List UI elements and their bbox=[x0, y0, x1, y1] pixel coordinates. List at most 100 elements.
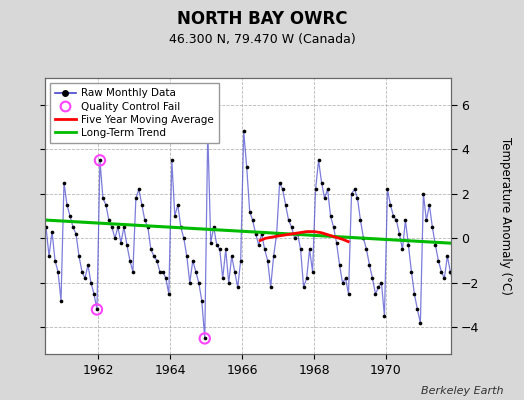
Point bbox=[362, 246, 370, 252]
Point bbox=[140, 217, 149, 224]
Point bbox=[96, 157, 104, 164]
Point bbox=[201, 335, 209, 342]
Point bbox=[132, 195, 140, 201]
Point bbox=[389, 213, 398, 219]
Point bbox=[224, 280, 233, 286]
Point bbox=[302, 275, 311, 282]
Point bbox=[410, 291, 419, 297]
Point bbox=[386, 202, 395, 208]
Point bbox=[311, 186, 320, 192]
Point bbox=[198, 297, 206, 304]
Point bbox=[374, 284, 383, 290]
Point bbox=[93, 306, 101, 313]
Point bbox=[102, 202, 110, 208]
Point bbox=[372, 291, 380, 297]
Point bbox=[171, 213, 179, 219]
Point bbox=[165, 291, 173, 297]
Point bbox=[189, 257, 197, 264]
Point bbox=[93, 306, 101, 313]
Point bbox=[339, 280, 347, 286]
Point bbox=[443, 253, 452, 259]
Point bbox=[159, 268, 167, 275]
Point bbox=[416, 320, 424, 326]
Point bbox=[452, 275, 461, 282]
Point bbox=[437, 268, 445, 275]
Point bbox=[33, 228, 41, 235]
Point bbox=[368, 275, 377, 282]
Point bbox=[81, 275, 89, 282]
Point bbox=[168, 157, 176, 164]
Point bbox=[425, 202, 433, 208]
Point bbox=[105, 217, 113, 224]
Point bbox=[395, 231, 403, 237]
Point bbox=[126, 257, 134, 264]
Point bbox=[57, 297, 65, 304]
Point bbox=[330, 224, 338, 230]
Point bbox=[320, 195, 329, 201]
Point bbox=[63, 202, 71, 208]
Point bbox=[60, 180, 68, 186]
Point bbox=[129, 268, 137, 275]
Point bbox=[344, 291, 353, 297]
Point bbox=[323, 186, 332, 192]
Point bbox=[234, 284, 242, 290]
Point bbox=[84, 262, 92, 268]
Point bbox=[96, 157, 104, 164]
Point bbox=[285, 217, 293, 224]
Point bbox=[138, 202, 146, 208]
Point bbox=[248, 217, 257, 224]
Point bbox=[293, 231, 302, 237]
Point bbox=[210, 224, 218, 230]
Point bbox=[353, 195, 362, 201]
Point bbox=[161, 275, 170, 282]
Point bbox=[419, 190, 428, 197]
Text: NORTH BAY OWRC: NORTH BAY OWRC bbox=[177, 10, 347, 28]
Point bbox=[392, 217, 401, 224]
Point bbox=[180, 235, 188, 242]
Point bbox=[431, 242, 440, 248]
Point bbox=[222, 246, 230, 252]
Point bbox=[335, 262, 344, 268]
Point bbox=[156, 268, 164, 275]
Point bbox=[119, 224, 128, 230]
Point bbox=[185, 280, 194, 286]
Point bbox=[219, 275, 227, 282]
Text: Berkeley Earth: Berkeley Earth bbox=[421, 386, 503, 396]
Point bbox=[42, 224, 50, 230]
Point bbox=[383, 186, 391, 192]
Point bbox=[332, 240, 341, 246]
Point bbox=[380, 313, 389, 319]
Point bbox=[27, 224, 35, 230]
Point bbox=[359, 235, 368, 242]
Point bbox=[236, 257, 245, 264]
Point bbox=[30, 208, 38, 215]
Point bbox=[117, 240, 125, 246]
Point bbox=[422, 217, 431, 224]
Point bbox=[272, 231, 281, 237]
Point bbox=[351, 186, 359, 192]
Point bbox=[347, 190, 356, 197]
Point bbox=[177, 224, 185, 230]
Point bbox=[255, 242, 263, 248]
Point bbox=[356, 217, 365, 224]
Point bbox=[66, 213, 74, 219]
Point bbox=[278, 186, 287, 192]
Point bbox=[305, 246, 314, 252]
Point bbox=[78, 268, 86, 275]
Point bbox=[227, 253, 236, 259]
Point bbox=[99, 195, 107, 201]
Point bbox=[252, 231, 260, 237]
Point bbox=[314, 157, 323, 164]
Point bbox=[257, 231, 266, 237]
Point bbox=[440, 275, 449, 282]
Point bbox=[290, 235, 299, 242]
Point bbox=[108, 224, 116, 230]
Point bbox=[377, 280, 386, 286]
Point bbox=[192, 268, 200, 275]
Point bbox=[404, 242, 412, 248]
Point bbox=[150, 253, 158, 259]
Point bbox=[260, 246, 269, 252]
Point bbox=[152, 257, 161, 264]
Point bbox=[39, 242, 47, 248]
Point bbox=[341, 275, 350, 282]
